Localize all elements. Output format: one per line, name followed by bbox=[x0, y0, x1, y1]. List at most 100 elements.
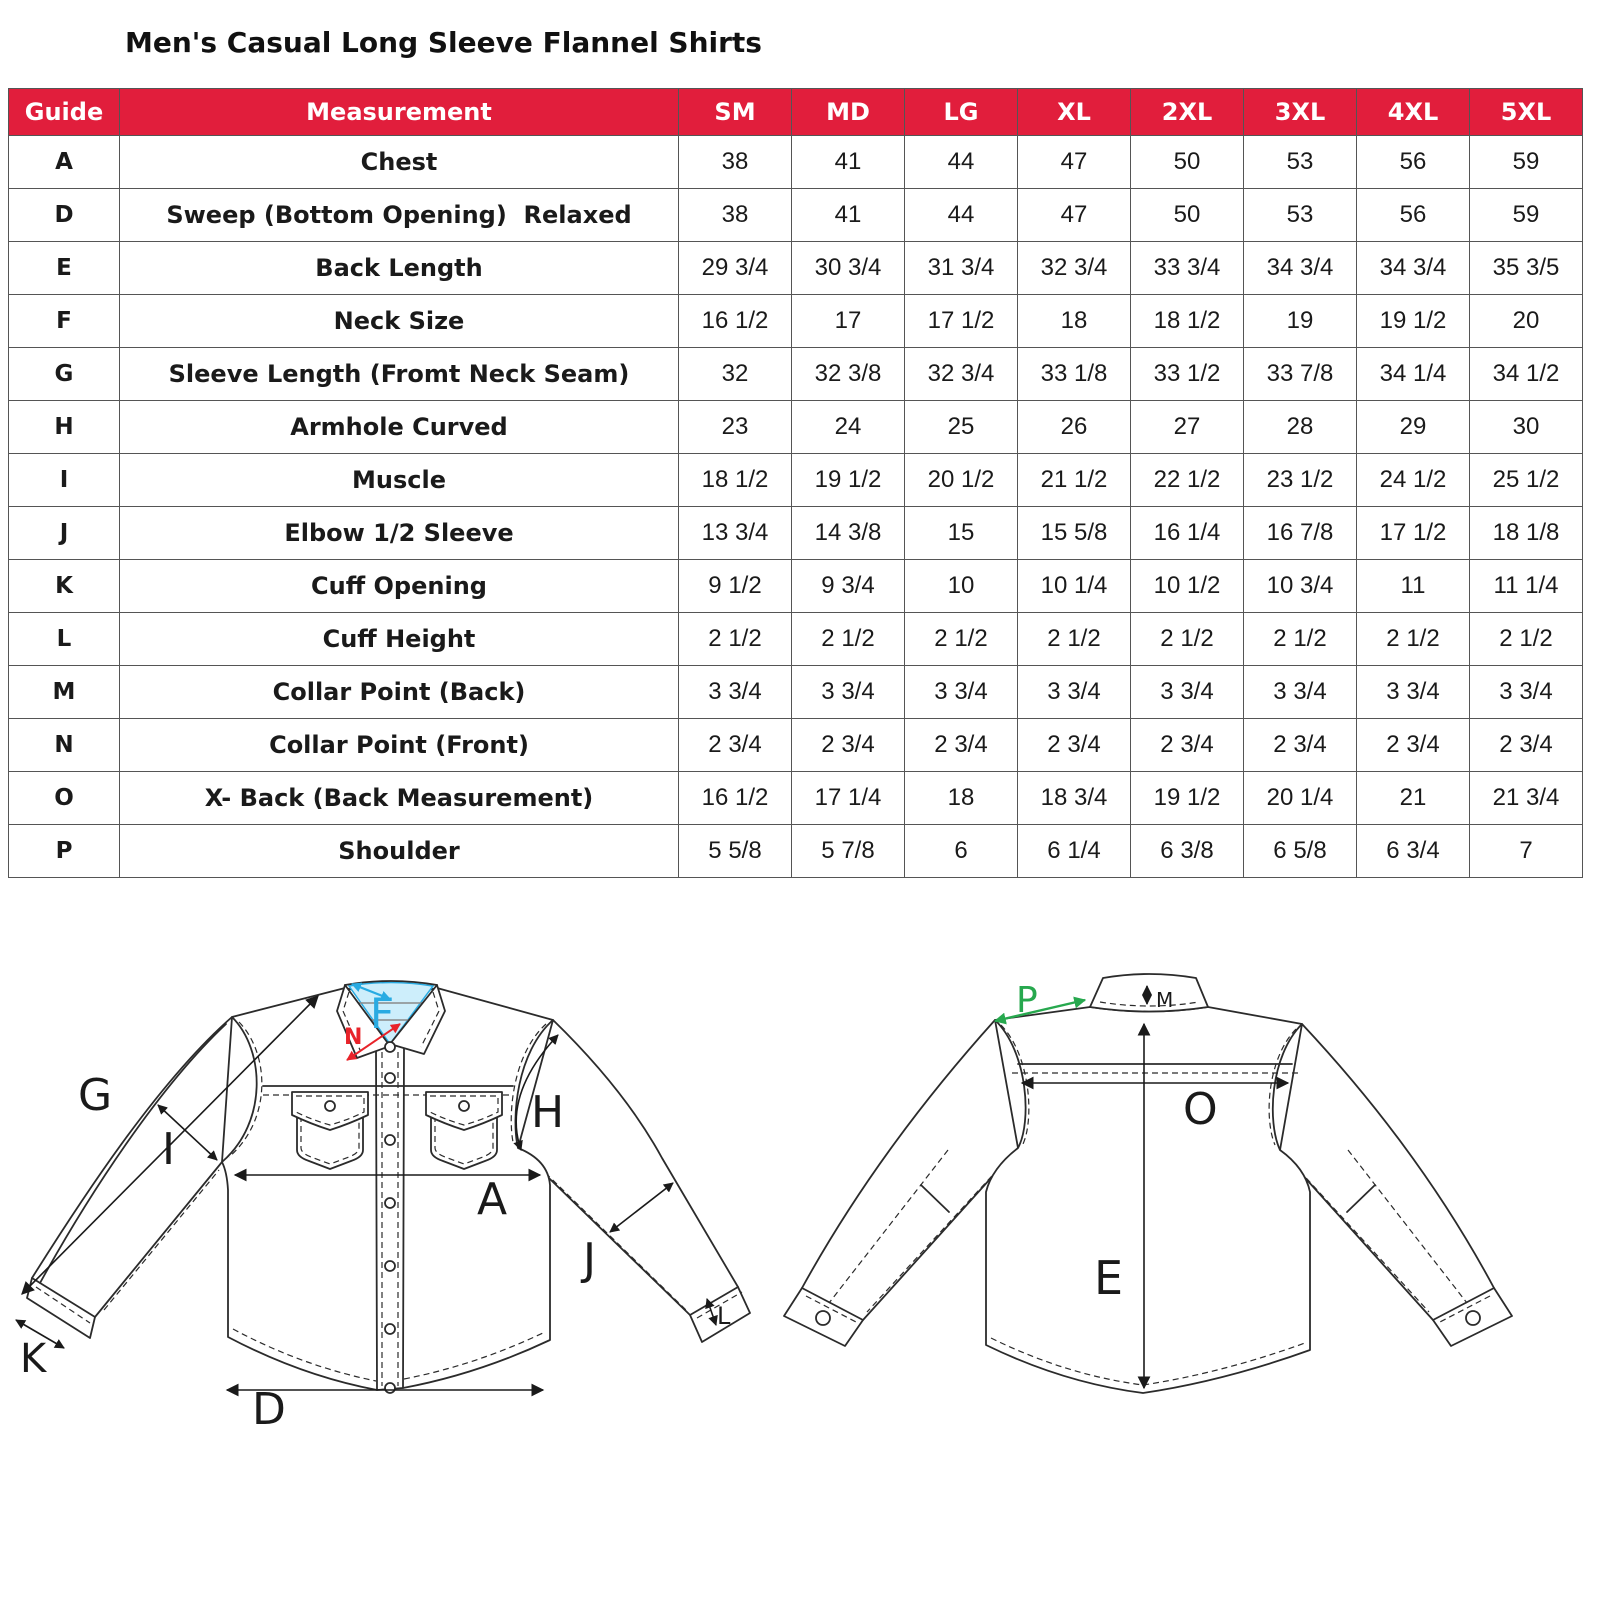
value-cell: 33 1/2 bbox=[1130, 347, 1244, 401]
value-cell: 19 1/2 bbox=[791, 453, 905, 507]
value-cell: 7 bbox=[1469, 824, 1583, 878]
size-chart-table-wrap: Guide Measurement SM MD LG XL 2XL 3XL 4XL 5XL A Ch… bbox=[8, 88, 1583, 878]
value-cell: 20 1/2 bbox=[904, 453, 1018, 507]
value-cell: 31 3/4 bbox=[904, 241, 1018, 295]
label-L: L bbox=[717, 1302, 731, 1330]
value-cell: 2 1/2 bbox=[1356, 612, 1470, 666]
value-cell: 3 3/4 bbox=[1130, 665, 1244, 719]
value-cell: 16 1/2 bbox=[678, 294, 792, 348]
measurement-cell: Sweep (Bottom Opening) Relaxed bbox=[119, 188, 679, 242]
value-cell: 3 3/4 bbox=[1017, 665, 1131, 719]
measurement-cell: Elbow 1/2 Sleeve bbox=[119, 506, 679, 560]
value-cell: 47 bbox=[1017, 135, 1131, 189]
measurement-cell: Neck Size bbox=[119, 294, 679, 348]
value-cell: 24 bbox=[791, 400, 905, 454]
table-body: A Chest 38 41 44 47 50 53 56 59 D Sweep (Bottom Ope… bbox=[8, 135, 1583, 878]
value-cell: 17 bbox=[791, 294, 905, 348]
value-cell: 3 3/4 bbox=[1243, 665, 1357, 719]
guide-cell: O bbox=[8, 771, 120, 825]
value-cell: 5 5/8 bbox=[678, 824, 792, 878]
value-cell: 3 3/4 bbox=[678, 665, 792, 719]
header-cell-4xl: 4XL bbox=[1356, 88, 1470, 136]
header-cell-3xl: 3XL bbox=[1243, 88, 1357, 136]
table-row-i: I Muscle 18 1/2 19 1/2 20 1/2 21 1/2 22 1/2 23 … bbox=[8, 453, 1583, 507]
value-cell: 32 3/8 bbox=[791, 347, 905, 401]
guide-cell: D bbox=[8, 188, 120, 242]
value-cell: 56 bbox=[1356, 135, 1470, 189]
value-cell: 25 1/2 bbox=[1469, 453, 1583, 507]
measurement-cell: Shoulder bbox=[119, 824, 679, 878]
value-cell: 2 3/4 bbox=[678, 718, 792, 772]
header-cell-5xl: 5XL bbox=[1469, 88, 1583, 136]
guide-cell: G bbox=[8, 347, 120, 401]
value-cell: 2 1/2 bbox=[791, 612, 905, 666]
header-cell-xl: XL bbox=[1017, 88, 1131, 136]
value-cell: 2 1/2 bbox=[678, 612, 792, 666]
value-cell: 21 1/2 bbox=[1017, 453, 1131, 507]
value-cell: 6 5/8 bbox=[1243, 824, 1357, 878]
value-cell: 3 3/4 bbox=[1356, 665, 1470, 719]
value-cell: 11 1/4 bbox=[1469, 559, 1583, 613]
value-cell: 11 bbox=[1356, 559, 1470, 613]
value-cell: 3 3/4 bbox=[1469, 665, 1583, 719]
value-cell: 30 bbox=[1469, 400, 1583, 454]
table-row-j: J Elbow 1/2 Sleeve 13 3/4 14 3/8 15 15 5/8 16 … bbox=[8, 506, 1583, 560]
label-P: P bbox=[1016, 980, 1038, 1021]
guide-cell: L bbox=[8, 612, 120, 666]
value-cell: 19 1/2 bbox=[1356, 294, 1470, 348]
guide-cell: E bbox=[8, 241, 120, 295]
value-cell: 15 bbox=[904, 506, 1018, 560]
value-cell: 10 bbox=[904, 559, 1018, 613]
label-E: E bbox=[1094, 1251, 1123, 1305]
value-cell: 18 3/4 bbox=[1017, 771, 1131, 825]
value-cell: 2 3/4 bbox=[1017, 718, 1131, 772]
value-cell: 6 1/4 bbox=[1017, 824, 1131, 878]
value-cell: 25 bbox=[904, 400, 1018, 454]
back-shirt-drawing: P M O E bbox=[783, 973, 1513, 1394]
measurement-cell: Back Length bbox=[119, 241, 679, 295]
value-cell: 2 3/4 bbox=[1243, 718, 1357, 772]
value-cell: 50 bbox=[1130, 188, 1244, 242]
size-chart-table: Guide Measurement SM MD LG XL 2XL 3XL 4XL 5XL A Ch… bbox=[8, 88, 1583, 878]
value-cell: 34 1/4 bbox=[1356, 347, 1470, 401]
measurement-cell: Cuff Opening bbox=[119, 559, 679, 613]
table-row-o: O X- Back (Back Measurement) 16 1/2 17 1/4 1… bbox=[8, 771, 1583, 825]
arrow-J bbox=[609, 1182, 674, 1233]
value-cell: 24 1/2 bbox=[1356, 453, 1470, 507]
value-cell: 18 1/2 bbox=[1130, 294, 1244, 348]
value-cell: 20 1/4 bbox=[1243, 771, 1357, 825]
value-cell: 53 bbox=[1243, 135, 1357, 189]
value-cell: 9 1/2 bbox=[678, 559, 792, 613]
value-cell: 32 3/4 bbox=[1017, 241, 1131, 295]
guide-cell: I bbox=[8, 453, 120, 507]
measurement-cell: Armhole Curved bbox=[119, 400, 679, 454]
measurement-cell: Sleeve Length (Fromt Neck Seam) bbox=[119, 347, 679, 401]
value-cell: 33 3/4 bbox=[1130, 241, 1244, 295]
table-row-d: D Sweep (Bottom Opening) Relaxed 38 41 44 47 5… bbox=[8, 188, 1583, 242]
header-cell-2xl: 2XL bbox=[1130, 88, 1244, 136]
arrow-I bbox=[157, 1104, 218, 1161]
guide-cell: F bbox=[8, 294, 120, 348]
value-cell: 3 3/4 bbox=[791, 665, 905, 719]
value-cell: 38 bbox=[678, 188, 792, 242]
value-cell: 16 1/4 bbox=[1130, 506, 1244, 560]
label-F: F bbox=[370, 989, 394, 1038]
table-row-e: E Back Length 29 3/4 30 3/4 31 3/4 32 3/4 33 3… bbox=[8, 241, 1583, 295]
value-cell: 2 3/4 bbox=[1469, 718, 1583, 772]
measurement-cell: Collar Point (Back) bbox=[119, 665, 679, 719]
value-cell: 2 1/2 bbox=[1469, 612, 1583, 666]
arrow-P bbox=[993, 996, 1087, 1025]
shirt-diagrams: G I F N H A J K L D bbox=[15, 973, 1513, 1435]
arrow-L bbox=[705, 1298, 718, 1326]
measurement-cell: X- Back (Back Measurement) bbox=[119, 771, 679, 825]
front-shirt-drawing: G I F N H A J K L D bbox=[15, 980, 751, 1435]
value-cell: 23 1/2 bbox=[1243, 453, 1357, 507]
label-K: K bbox=[20, 1336, 48, 1382]
value-cell: 6 bbox=[904, 824, 1018, 878]
value-cell: 2 1/2 bbox=[1017, 612, 1131, 666]
label-D: D bbox=[252, 1384, 286, 1435]
measurement-cell: Muscle bbox=[119, 453, 679, 507]
guide-cell: J bbox=[8, 506, 120, 560]
table-row-f: F Neck Size 16 1/2 17 17 1/2 18 18 1/2 19 19 1/2… bbox=[8, 294, 1583, 348]
label-I: I bbox=[162, 1124, 175, 1175]
